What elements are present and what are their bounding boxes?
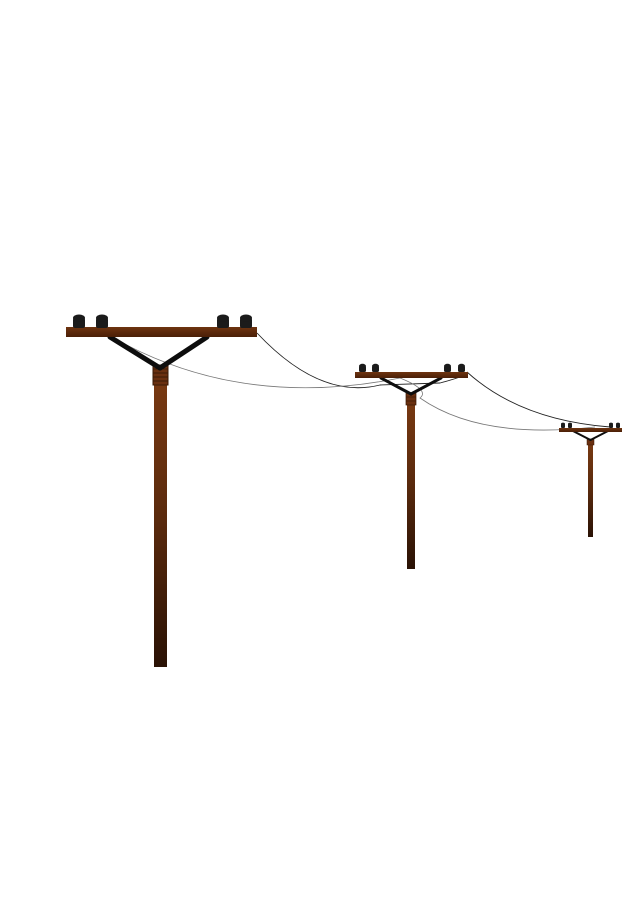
crossarm — [66, 327, 257, 337]
insulator-icon — [444, 364, 451, 372]
insulator-icon — [609, 423, 613, 428]
insulator-icon — [240, 315, 252, 329]
insulator-icon — [372, 364, 379, 372]
insulator-icon — [217, 315, 229, 329]
insulator-icon — [96, 315, 108, 329]
crossarm — [355, 372, 468, 378]
insulator-icon — [561, 423, 565, 428]
insulator-icon — [359, 364, 366, 372]
crossarm — [559, 428, 622, 432]
insulator-icon — [458, 364, 465, 372]
pole-shaft — [407, 395, 415, 569]
insulator-icon — [73, 315, 85, 329]
insulator-icon — [568, 423, 572, 428]
insulator-icon — [616, 423, 620, 428]
pole-shaft — [154, 370, 167, 667]
pole-shaft — [588, 440, 593, 537]
